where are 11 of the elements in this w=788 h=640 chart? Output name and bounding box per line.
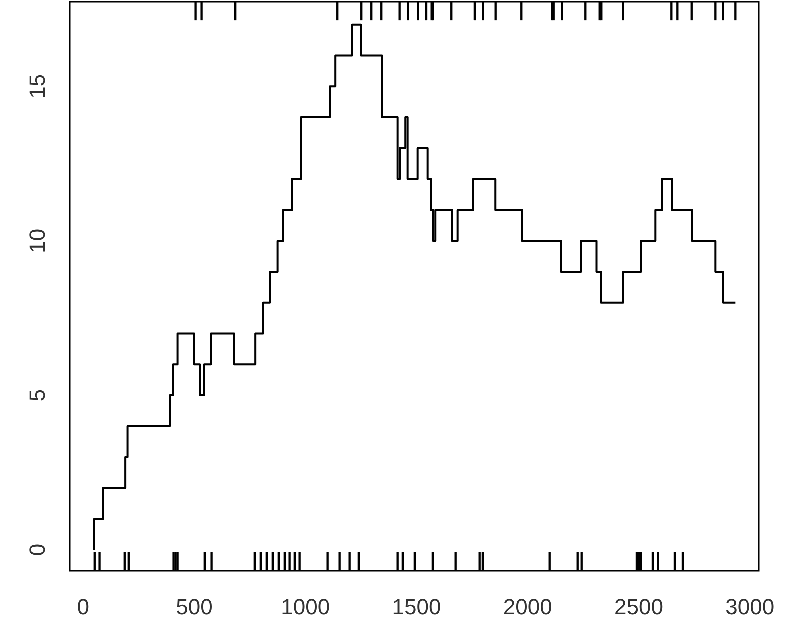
y-tick-label: 5	[25, 389, 50, 402]
x-tick-label: 0	[77, 594, 90, 620]
x-tick-label: 1000	[281, 594, 330, 620]
x-tick-label: 1500	[392, 594, 442, 620]
y-tick-label: 15	[25, 74, 50, 99]
y-tick-label: 10	[25, 228, 50, 254]
x-tick-label: 2500	[614, 594, 664, 620]
x-tick-label: 2000	[503, 594, 552, 620]
y-tick-label: 0	[25, 544, 50, 556]
x-tick-label: 3000	[726, 594, 775, 620]
x-tick-label: 500	[176, 594, 213, 620]
